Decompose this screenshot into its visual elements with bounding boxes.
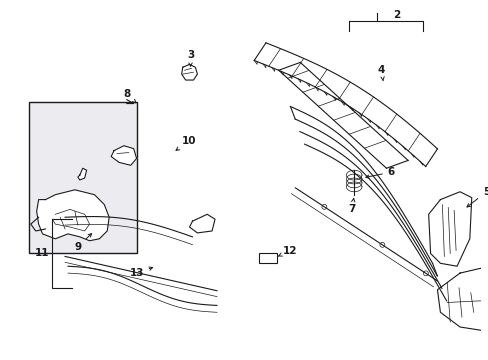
Text: 11: 11 (35, 248, 50, 258)
Polygon shape (437, 266, 488, 332)
Text: 17: 17 (0, 359, 1, 360)
Text: 14: 14 (0, 359, 1, 360)
Text: 13: 13 (129, 267, 152, 278)
Text: 10: 10 (176, 136, 196, 150)
Text: 4: 4 (377, 65, 385, 81)
Text: 7: 7 (348, 198, 355, 215)
Bar (29, 102, 136, 253)
Text: 2: 2 (392, 10, 399, 21)
Text: 16: 16 (0, 359, 1, 360)
Polygon shape (189, 214, 215, 233)
Text: 6: 6 (365, 167, 394, 178)
Text: 5: 5 (466, 187, 488, 207)
Polygon shape (428, 192, 471, 266)
Text: 8: 8 (123, 89, 136, 103)
Text: 3: 3 (186, 50, 194, 66)
Polygon shape (37, 190, 109, 241)
Polygon shape (78, 168, 86, 180)
Polygon shape (111, 146, 136, 165)
Polygon shape (182, 64, 197, 80)
Text: 1: 1 (0, 359, 1, 360)
Text: 9: 9 (74, 234, 91, 252)
Text: 12: 12 (277, 246, 297, 256)
Text: 15: 15 (0, 359, 1, 360)
Bar (259, 253, 276, 263)
